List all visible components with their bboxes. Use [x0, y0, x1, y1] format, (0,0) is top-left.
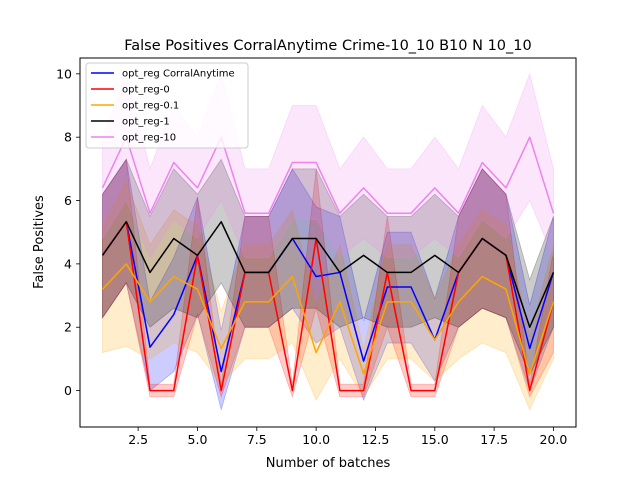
y-tick-label: 2	[64, 320, 72, 335]
x-tick-label: 5.0	[188, 432, 208, 447]
legend-label: opt_reg-0	[122, 85, 170, 96]
x-tick-label: 17.5	[480, 432, 508, 447]
x-tick-label: 2.5	[128, 432, 148, 447]
legend-label: opt_reg-10	[122, 133, 176, 144]
y-tick-label: 8	[64, 130, 72, 145]
y-tick-label: 10	[56, 66, 72, 81]
y-tick-label: 4	[64, 256, 72, 271]
x-tick-label: 10.0	[302, 432, 330, 447]
chart-title: False Positives CorralAnytime Crime-10_1…	[124, 38, 531, 54]
y-tick-label: 6	[64, 193, 72, 208]
x-axis-label: Number of batches	[266, 456, 391, 471]
x-tick-label: 15.0	[421, 432, 449, 447]
legend-label: opt_reg CorralAnytime	[122, 69, 235, 80]
y-axis-label: False Positives	[32, 195, 47, 289]
legend-label: opt_reg-1	[122, 117, 170, 128]
x-tick-label: 20.0	[540, 432, 568, 447]
x-tick-label: 7.5	[247, 432, 267, 447]
legend-label: opt_reg-0.1	[122, 101, 179, 112]
x-tick-label: 12.5	[362, 432, 390, 447]
legend: opt_reg CorralAnytime opt_reg-0 opt_reg-0.…	[86, 63, 248, 148]
y-tick-label: 0	[64, 383, 72, 398]
